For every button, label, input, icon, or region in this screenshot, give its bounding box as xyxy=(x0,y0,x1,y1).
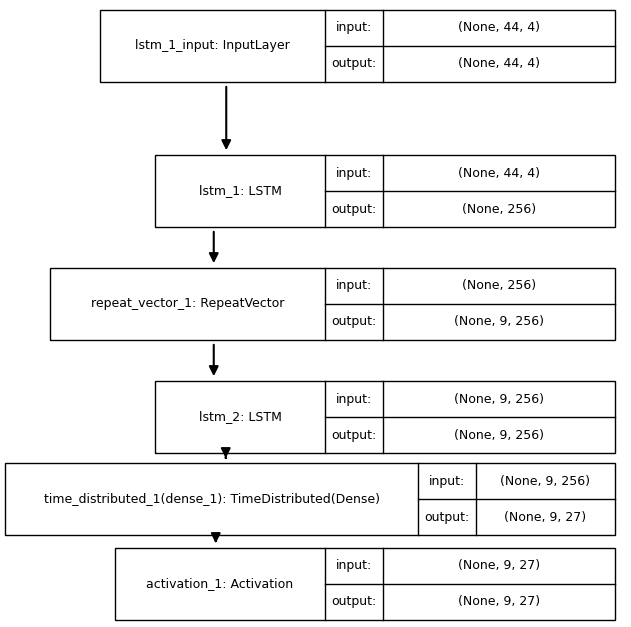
Text: (None, 9, 27): (None, 9, 27) xyxy=(458,596,540,608)
Bar xyxy=(50,268,615,340)
Text: (None, 9, 256): (None, 9, 256) xyxy=(454,393,544,406)
Bar xyxy=(115,548,615,620)
Text: (None, 256): (None, 256) xyxy=(462,280,536,293)
Bar xyxy=(5,463,615,535)
Text: lstm_1_input: InputLayer: lstm_1_input: InputLayer xyxy=(135,40,290,53)
Text: input:: input: xyxy=(336,280,372,293)
Text: output:: output: xyxy=(331,203,377,216)
Text: input:: input: xyxy=(336,21,372,34)
Text: (None, 9, 27): (None, 9, 27) xyxy=(504,510,587,524)
Text: input:: input: xyxy=(429,475,465,488)
Text: time_distributed_1(dense_1): TimeDistributed(Dense): time_distributed_1(dense_1): TimeDistrib… xyxy=(44,492,379,505)
Text: (None, 256): (None, 256) xyxy=(462,203,536,216)
Text: repeat_vector_1: RepeatVector: repeat_vector_1: RepeatVector xyxy=(91,297,284,310)
Text: output:: output: xyxy=(331,58,377,70)
Text: (None, 9, 256): (None, 9, 256) xyxy=(454,428,544,441)
Text: input:: input: xyxy=(336,167,372,179)
Text: (None, 9, 256): (None, 9, 256) xyxy=(500,475,591,488)
Text: lstm_1: LSTM: lstm_1: LSTM xyxy=(199,184,281,198)
Text: output:: output: xyxy=(331,596,377,608)
Text: input:: input: xyxy=(336,393,372,406)
Text: (None, 44, 4): (None, 44, 4) xyxy=(458,167,540,179)
Bar xyxy=(155,381,615,453)
Bar xyxy=(155,155,615,227)
Text: input:: input: xyxy=(336,559,372,572)
Text: activation_1: Activation: activation_1: Activation xyxy=(146,577,293,591)
Bar xyxy=(100,10,615,82)
Text: lstm_2: LSTM: lstm_2: LSTM xyxy=(199,411,281,423)
Text: output:: output: xyxy=(331,315,377,329)
Text: (None, 44, 4): (None, 44, 4) xyxy=(458,58,540,70)
Text: output:: output: xyxy=(331,428,377,441)
Text: (None, 9, 256): (None, 9, 256) xyxy=(454,315,544,329)
Text: (None, 9, 27): (None, 9, 27) xyxy=(458,559,540,572)
Text: (None, 44, 4): (None, 44, 4) xyxy=(458,21,540,34)
Text: output:: output: xyxy=(425,510,469,524)
